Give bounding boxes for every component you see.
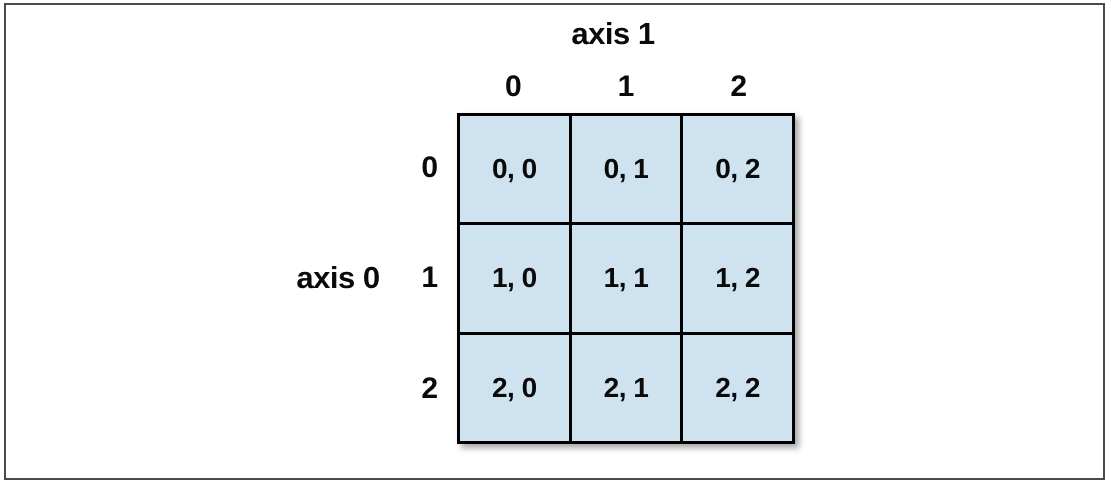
axis-1-title: axis 1 (571, 16, 655, 51)
array-grid: 0, 0 0, 1 0, 2 1, 0 1, 1 1, 2 2, 0 2, 1 … (457, 113, 795, 444)
grid-cell-2-1: 2, 1 (571, 334, 681, 441)
grid-cell-0-1: 0, 1 (571, 116, 681, 223)
column-header-0: 0 (504, 70, 522, 103)
grid-cell-0-0: 0, 0 (460, 116, 569, 223)
grid-cell-0-2: 0, 2 (683, 116, 792, 223)
grid-cell-1-2: 1, 2 (683, 225, 792, 332)
column-header-1: 1 (617, 70, 635, 103)
grid-cell-1-1: 1, 1 (571, 225, 681, 332)
column-header-2: 2 (730, 70, 748, 103)
row-header-0: 0 (421, 151, 438, 185)
column-headers: 0 1 2 (457, 64, 795, 106)
row-header-2: 2 (421, 371, 438, 405)
grid-cell-2-2: 2, 2 (683, 334, 792, 441)
row-headers: 0 1 2 (380, 113, 440, 444)
grid-cell-1-0: 1, 0 (460, 225, 569, 332)
axis-0-title: axis 0 (296, 260, 380, 295)
row-header-1: 1 (421, 261, 438, 295)
grid-cell-2-0: 2, 0 (460, 334, 569, 441)
